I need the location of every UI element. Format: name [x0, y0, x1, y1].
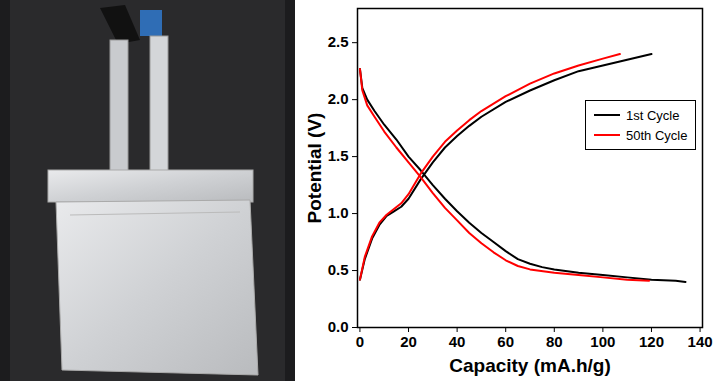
svg-text:120: 120	[639, 333, 664, 350]
svg-text:1.5: 1.5	[328, 147, 349, 164]
svg-text:2.5: 2.5	[328, 33, 349, 50]
svg-text:40: 40	[449, 333, 466, 350]
svg-text:20: 20	[400, 333, 417, 350]
svg-text:2.0: 2.0	[328, 90, 349, 107]
html-text:50th Cycle: 50th Cycle	[626, 127, 688, 143]
svg-text:80: 80	[546, 333, 563, 350]
svg-text:0: 0	[356, 333, 364, 350]
svg-text:0.0: 0.0	[328, 318, 349, 335]
svg-text:0.5: 0.5	[328, 261, 349, 278]
svg-text:140: 140	[688, 333, 713, 350]
svg-text:Potential (V): Potential (V)	[304, 113, 325, 224]
svg-text:60: 60	[497, 333, 514, 350]
html-text:1st Cycle: 1st Cycle	[626, 107, 680, 123]
svg-text:100: 100	[590, 333, 615, 350]
svg-text:Capacity (mA.h/g): Capacity (mA.h/g)	[449, 355, 611, 376]
svg-text:1.0: 1.0	[328, 204, 349, 221]
